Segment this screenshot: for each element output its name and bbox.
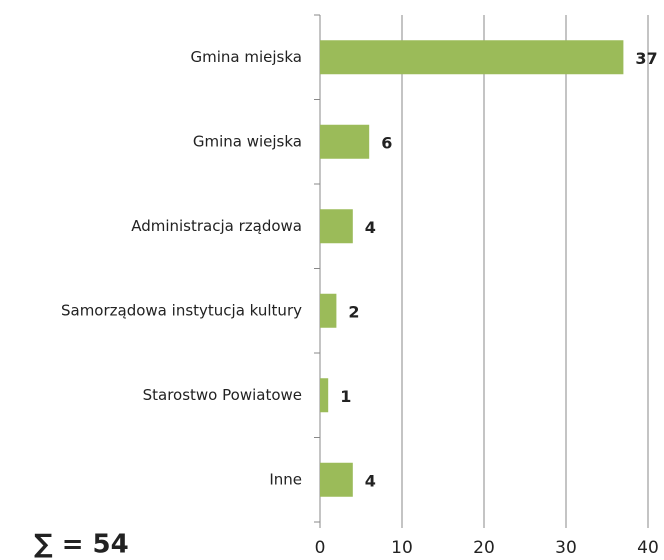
x-tick-label: 40 xyxy=(637,538,659,558)
x-tick-label: 0 xyxy=(315,538,326,558)
x-tick-label: 10 xyxy=(391,538,413,558)
data-label: 1 xyxy=(340,387,351,406)
y-tick-label: Starostwo Powiatowe xyxy=(143,386,302,404)
x-tick-label: 30 xyxy=(555,538,577,558)
data-label: 6 xyxy=(381,133,392,152)
bar xyxy=(320,124,370,159)
data-label: 4 xyxy=(365,471,376,490)
bar xyxy=(320,209,353,244)
x-tick-label: 20 xyxy=(473,538,495,558)
bar xyxy=(320,40,624,75)
data-label: 2 xyxy=(348,302,359,321)
bar xyxy=(320,462,353,497)
y-tick-label: Gmina wiejska xyxy=(193,132,302,150)
y-tick-label: Administracja rządowa xyxy=(131,217,302,235)
data-label: 37 xyxy=(635,49,657,68)
data-label: 4 xyxy=(365,218,376,237)
y-tick-label: Inne xyxy=(269,470,302,488)
bar xyxy=(320,293,337,328)
y-tick-label: Samorządowa instytucja kultury xyxy=(61,301,302,319)
bar xyxy=(320,378,329,413)
annotation: ∑ = 54 xyxy=(34,530,129,560)
y-tick-label: Gmina miejska xyxy=(191,48,302,66)
